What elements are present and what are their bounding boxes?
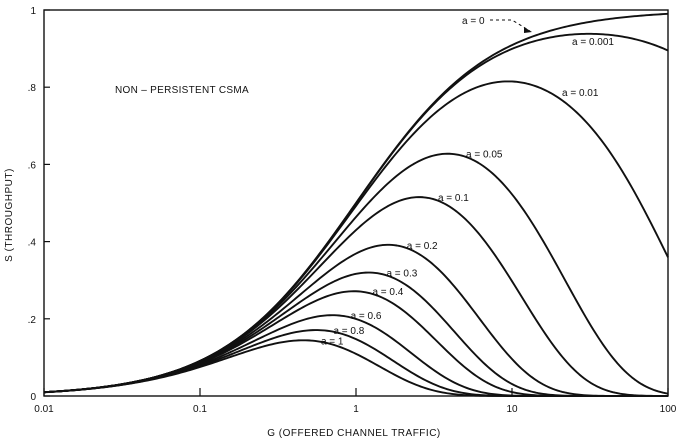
curve-label: a = 0.6 (351, 311, 382, 322)
chart-annotation: NON – PERSISTENT CSMA (115, 85, 249, 96)
x-tick-label: 0.1 (193, 404, 207, 415)
y-tick-label: 1 (30, 6, 36, 17)
series-line (43, 329, 668, 397)
series-line (43, 339, 668, 397)
x-axis-ticks: 0.01 0.1 1 10 100 (34, 388, 676, 415)
curve-label: a = 0.4 (372, 287, 403, 298)
y-tick-label: 0 (30, 392, 36, 403)
x-tick-label: 10 (506, 404, 518, 415)
y-tick-label: .6 (28, 160, 37, 171)
curve-label: a = 0.2 (407, 241, 438, 252)
curve-label: a = 0.01 (562, 88, 599, 99)
y-tick-label: .4 (28, 238, 37, 249)
y-tick-label: .8 (28, 83, 37, 94)
curve-label: a = 1 (321, 336, 344, 347)
curve-label: a = 0.8 (333, 326, 364, 337)
series-line (43, 80, 669, 394)
y-axis-title: S (THROUGHPUT) (4, 168, 15, 262)
x-tick-label: 100 (660, 404, 676, 415)
leader-arrowhead (524, 27, 532, 33)
curve-labels: a = 0 a = 0.001 a = 0.01 a = 0.05 a = 0.1 a =… (321, 16, 614, 347)
y-tick-label: .2 (28, 315, 37, 326)
y-axis-ticks: 0 .2 .4 .6 .8 1 (28, 6, 50, 403)
curve-label: a = 0.3 (386, 269, 417, 280)
curve-label: a = 0.05 (466, 150, 503, 161)
curves-group (43, 12, 669, 397)
curve-label: a = 0 (462, 16, 485, 27)
x-axis-title: G (OFFERED CHANNEL TRAFFIC) (267, 428, 441, 439)
curve-label: a = 0.1 (438, 193, 469, 204)
curve-label: a = 0.001 (572, 37, 614, 48)
x-tick-label: 0.01 (34, 404, 54, 415)
x-tick-label: 1 (353, 404, 359, 415)
